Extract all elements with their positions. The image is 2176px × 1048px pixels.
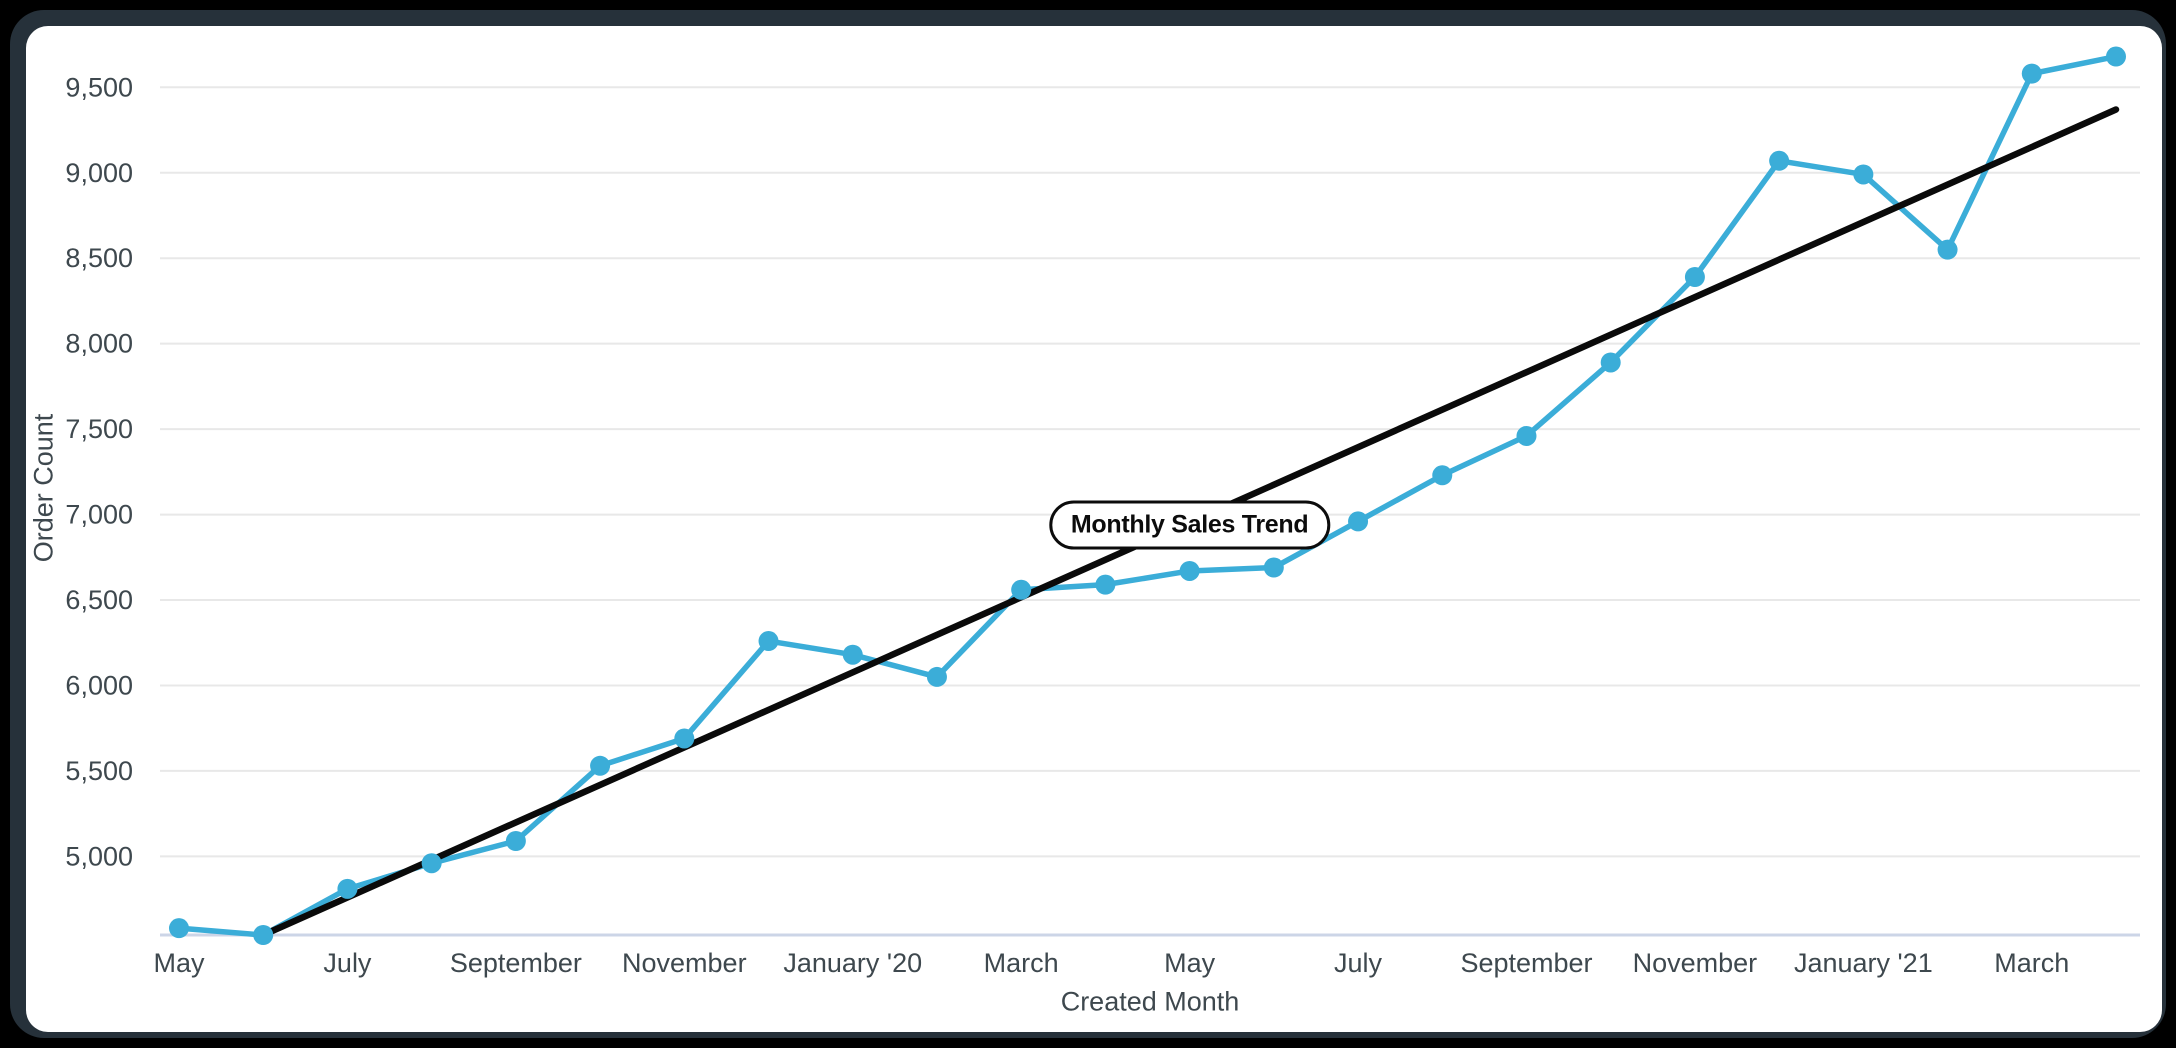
- x-tick-label: January '21: [1794, 948, 1933, 978]
- y-tick-label: 5,000: [65, 841, 133, 871]
- data-point[interactable]: [1937, 239, 1958, 260]
- data-point[interactable]: [253, 925, 274, 945]
- x-tick-label: January '20: [783, 948, 922, 978]
- data-point[interactable]: [1516, 425, 1537, 446]
- x-tick-label: September: [1460, 948, 1592, 978]
- trend-annotation-label: Monthly Sales Trend: [1048, 500, 1331, 550]
- data-point[interactable]: [1179, 560, 1200, 581]
- x-tick-label: July: [1334, 948, 1383, 978]
- y-tick-label: 6,500: [65, 585, 133, 615]
- data-point[interactable]: [1263, 557, 1284, 578]
- x-tick-label: November: [622, 948, 747, 978]
- data-point[interactable]: [1684, 267, 1705, 288]
- data-point[interactable]: [1432, 465, 1453, 486]
- x-tick-label: November: [1633, 948, 1758, 978]
- data-point[interactable]: [758, 631, 779, 652]
- x-tick-label: March: [1994, 948, 2069, 978]
- data-point[interactable]: [1011, 579, 1032, 600]
- x-tick-label: May: [1164, 948, 1216, 978]
- y-tick-label: 7,500: [65, 414, 133, 444]
- y-tick-label: 7,000: [65, 500, 133, 530]
- data-point[interactable]: [1769, 150, 1790, 171]
- data-point[interactable]: [1600, 352, 1621, 373]
- y-tick-label: 8,000: [65, 329, 133, 359]
- data-point[interactable]: [421, 853, 442, 874]
- y-tick-label: 9,500: [65, 72, 133, 102]
- data-point[interactable]: [2106, 46, 2126, 67]
- data-point[interactable]: [505, 831, 526, 852]
- y-tick-label: 8,500: [65, 243, 133, 273]
- x-axis-title-text: Created Month: [1060, 986, 1240, 1017]
- y-tick-label: 5,500: [65, 756, 133, 786]
- x-tick-label: March: [984, 948, 1059, 978]
- order-count-line[interactable]: [176, 53, 2119, 938]
- data-point[interactable]: [674, 728, 695, 749]
- data-point[interactable]: [1853, 164, 1874, 185]
- x-tick-label: May: [153, 948, 205, 978]
- data-point[interactable]: [337, 878, 358, 899]
- x-tick-label: July: [323, 948, 372, 978]
- data-point[interactable]: [169, 918, 189, 939]
- y-tick-label: 9,000: [65, 158, 133, 188]
- y-tick-label: 6,000: [65, 670, 133, 700]
- data-point[interactable]: [1095, 574, 1116, 595]
- data-point[interactable]: [1348, 511, 1369, 532]
- y-axis-title-text: Order Count: [28, 413, 59, 563]
- data-point[interactable]: [926, 666, 947, 687]
- data-point[interactable]: [2021, 63, 2042, 84]
- data-point[interactable]: [842, 644, 863, 665]
- x-tick-label: September: [450, 948, 582, 978]
- data-point[interactable]: [590, 755, 611, 776]
